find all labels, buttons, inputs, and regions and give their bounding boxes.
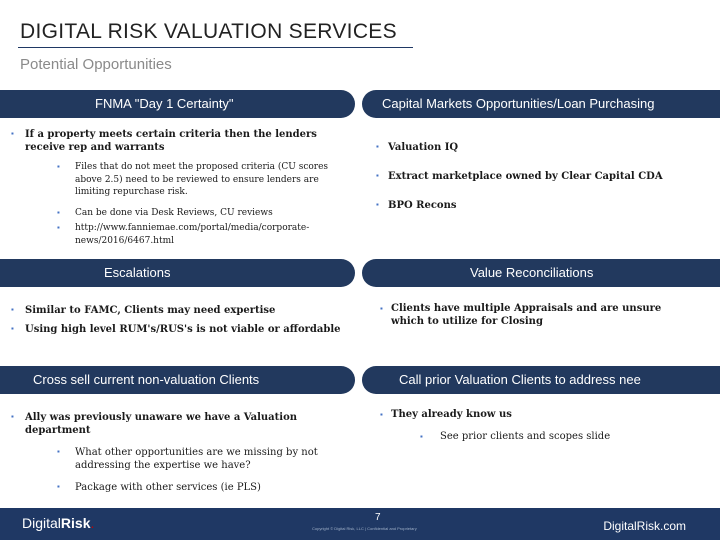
escalations-item: Using high level RUM's/RUS's is not viab… xyxy=(25,324,341,335)
cross-sell-subitem: What other opportunities are we missing … xyxy=(75,447,318,471)
logo-dot: . xyxy=(90,515,95,531)
fnma-subitem: Files that do not meet the proposed crit… xyxy=(75,162,329,197)
capital-item: Valuation IQ xyxy=(388,142,459,153)
value-reconciliations-header-label: Value Reconciliations xyxy=(470,265,594,280)
call-prior-item: They already know us xyxy=(391,409,512,420)
call-prior-clients-header: Call prior Valuation Clients to address … xyxy=(362,366,720,394)
fnma-subitem: Can be done via Desk Reviews, CU reviews xyxy=(75,208,273,218)
bullet-icon: ▪ xyxy=(11,324,14,333)
digital-risk-logo: DigitalRisk. xyxy=(22,515,94,531)
bullet-icon: ▪ xyxy=(420,432,423,441)
bullet-icon: ▪ xyxy=(380,410,383,419)
bullet-icon: ▪ xyxy=(57,447,60,456)
value-reconciliations-item: Clients have multiple Appraisals and are… xyxy=(391,303,662,327)
bullet-icon: ▪ xyxy=(11,305,14,314)
bullet-icon: ▪ xyxy=(380,304,383,313)
fnma-link[interactable]: http://www.fanniemae.com/portal/media/co… xyxy=(75,223,310,246)
call-prior-subitem: See prior clients and scopes slide xyxy=(440,431,611,442)
logo-text: Digital xyxy=(22,515,61,531)
bullet-icon: ▪ xyxy=(11,412,14,421)
copyright-text: Copyright © Digital Risk, LLC | Confiden… xyxy=(312,526,417,531)
escalations-header: Escalations xyxy=(0,259,355,287)
slide-subtitle: Potential Opportunities xyxy=(20,56,172,73)
fnma-header-label: FNMA "Day 1 Certainty" xyxy=(95,96,234,111)
footer-website[interactable]: DigitalRisk.com xyxy=(603,519,686,533)
capital-item: BPO Recons xyxy=(388,200,457,211)
fnma-header: FNMA "Day 1 Certainty" xyxy=(0,90,355,118)
cross-sell-subitem: Package with other services (ie PLS) xyxy=(75,482,261,493)
bullet-icon: ▪ xyxy=(57,223,60,232)
escalations-header-label: Escalations xyxy=(104,265,171,280)
capital-markets-header-label: Capital Markets Opportunities/Loan Purch… xyxy=(382,96,655,111)
bullet-icon: ▪ xyxy=(57,208,60,217)
cross-sell-header-label: Cross sell current non-valuation Clients xyxy=(33,372,260,387)
bullet-icon: ▪ xyxy=(11,129,14,138)
call-prior-clients-header-label: Call prior Valuation Clients to address … xyxy=(399,372,641,387)
escalations-item: Similar to FAMC, Clients may need expert… xyxy=(25,305,276,316)
capital-markets-header: Capital Markets Opportunities/Loan Purch… xyxy=(362,90,720,118)
capital-item: Extract marketplace owned by Clear Capit… xyxy=(388,171,663,182)
value-reconciliations-header: Value Reconciliations xyxy=(362,259,720,287)
page-number: 7 xyxy=(375,512,381,523)
bullet-icon: ▪ xyxy=(376,142,379,151)
footer-bar xyxy=(0,508,720,540)
bullet-icon: ▪ xyxy=(376,171,379,180)
bullet-icon: ▪ xyxy=(376,200,379,209)
bullet-icon: ▪ xyxy=(57,162,60,171)
bullet-icon: ▪ xyxy=(57,482,60,491)
logo-text-bold: Risk xyxy=(60,515,91,531)
slide-title: DIGITAL RISK VALUATION SERVICES xyxy=(20,20,397,43)
cross-sell-header: Cross sell current non-valuation Clients xyxy=(0,366,355,394)
title-underline xyxy=(18,47,413,48)
fnma-item: If a property meets certain criteria the… xyxy=(25,129,317,153)
cross-sell-item: Ally was previously unaware we have a Va… xyxy=(25,412,298,436)
